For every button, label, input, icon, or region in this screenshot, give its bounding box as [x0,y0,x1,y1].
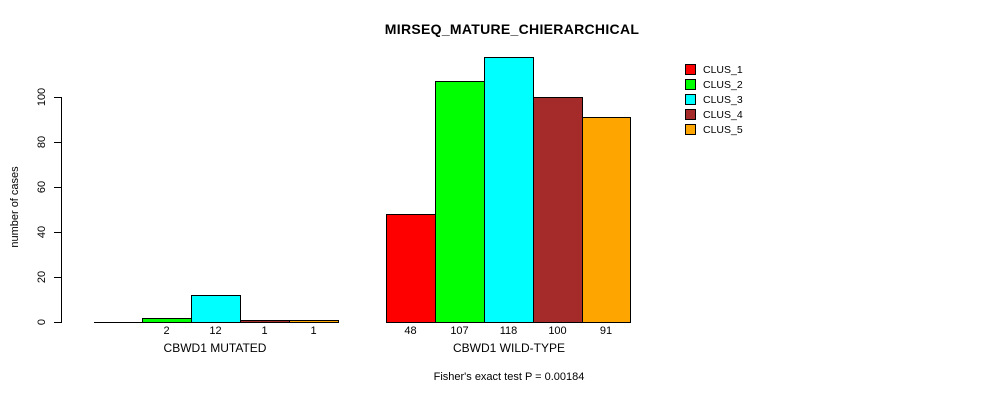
legend-color-swatch [685,79,696,90]
bar-clus_1 [386,214,436,323]
group-label-wild-type: CBWD1 WILD-TYPE [452,341,566,355]
bar-value-label: 48 [404,325,417,337]
bar-value-label: 100 [548,325,567,337]
y-axis-tick [54,277,61,278]
legend-item: CLUS_1 [685,62,743,77]
group-label-mutated: CBWD1 MUTATED [163,341,267,355]
legend-label: CLUS_2 [703,78,743,91]
bar-clus_5 [289,320,339,323]
y-axis-tick-label: 80 [36,135,48,149]
legend-item: CLUS_5 [685,122,743,137]
legend-label: CLUS_1 [703,63,743,76]
fisher-test-footnote: Fisher's exact test P = 0.00184 [433,371,585,383]
y-axis-tick [54,142,61,143]
bar-value-label: 1 [261,325,268,337]
legend-item: CLUS_3 [685,92,743,107]
legend-label: CLUS_4 [703,108,743,121]
y-axis-tick-label: 0 [36,318,48,326]
legend-color-swatch [685,124,696,135]
bar-clus_2 [142,318,192,323]
y-axis-tick-label: 60 [36,180,48,194]
bar-clus_4 [533,97,583,323]
y-axis-tick [54,232,61,233]
legend-color-swatch [685,109,696,120]
bar-value-label: 118 [499,325,518,337]
bar-value-label: 107 [450,325,469,337]
legend-label: CLUS_5 [703,123,743,136]
y-axis-tick-label: 40 [36,225,48,239]
bar-clus_3 [191,295,241,323]
y-axis-tick-label: 20 [36,270,48,284]
y-axis-tick [54,97,61,98]
bar-value-label: 2 [163,325,170,337]
bar-value-label: 1 [310,325,317,337]
y-axis-label: number of cases [9,166,21,248]
y-axis-line [61,97,62,323]
bar-clus_5 [582,117,631,323]
bar-clus_4 [240,320,290,323]
legend: CLUS_1 CLUS_2 CLUS_3 CLUS_4 CLUS_5 [685,62,743,137]
bar-value-label: 91 [599,325,613,337]
bar-clus_3 [484,57,534,323]
legend-item: CLUS_4 [685,107,743,122]
legend-color-swatch [685,64,696,75]
legend-color-swatch [685,94,696,105]
y-axis-tick [54,322,61,323]
legend-item: CLUS_2 [685,77,743,92]
y-axis-tick [54,187,61,188]
chart-title: MIRSEQ_MATURE_CHIERARCHICAL [384,21,640,37]
y-axis-tick-label: 100 [36,87,48,107]
legend-label: CLUS_3 [703,93,743,106]
bar-value-label: 12 [209,325,222,337]
bar-clus_2 [435,81,485,323]
